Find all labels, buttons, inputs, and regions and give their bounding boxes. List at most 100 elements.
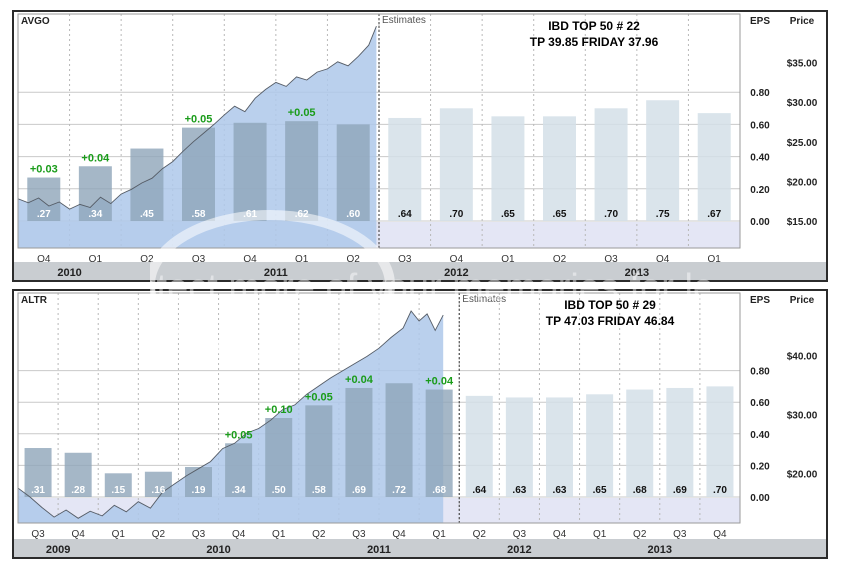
eps-value-label: .64 [472, 485, 486, 496]
price-tick-label: $35.00 [787, 59, 818, 70]
eps-axis-title: EPS [750, 295, 770, 306]
eps-bar [104, 473, 132, 497]
altr-chart-panel: .31 .28 .15 .16 .19 .34 .50 .58 .69 .72 .68 .64 .63.… [12, 289, 828, 559]
quarter-label: Q2 [633, 529, 647, 540]
quarter-label: Q4 [392, 529, 406, 540]
avgo-chart-panel: .27 .34 .45 .58 .61 .62 .60 .64 .70 .65 .65 .70 .75.… [12, 10, 828, 282]
quarter-label: Q2 [152, 529, 166, 540]
quarter-label: Q4 [71, 529, 85, 540]
eps-tick-label: 0.60 [750, 120, 770, 131]
eps-value-label: .70 [604, 209, 618, 220]
eps-bar [336, 124, 370, 221]
quarter-label: Q2 [473, 529, 487, 540]
price-tick-label: $20.00 [787, 469, 818, 480]
eps-tick-label: 0.80 [750, 367, 770, 378]
eps-bar [64, 452, 92, 497]
quarter-label: Q1 [432, 529, 446, 540]
quarter-label: Q2 [140, 254, 154, 265]
eps-bar [646, 100, 680, 221]
quarter-label: Q4 [656, 254, 670, 265]
eps-value-label: .63 [512, 485, 526, 496]
price-tick-label: $30.00 [787, 98, 818, 109]
quarter-label: Q3 [604, 254, 618, 265]
eps-bar [491, 116, 525, 221]
annotation-line-1: IBD TOP 50 # 22 [548, 19, 640, 33]
eps-bar [505, 397, 533, 497]
price-line [18, 26, 377, 210]
year-label: 2013 [625, 267, 649, 279]
eps-value-label: .75 [656, 209, 670, 220]
quarter-label: Q3 [352, 529, 366, 540]
quarter-label: Q4 [450, 254, 464, 265]
altr-chart: .31 .28 .15 .16 .19 .34 .50 .58 .69 .72 .68 .64 .63.… [14, 292, 826, 557]
eps-value-label: .69 [673, 485, 687, 496]
eps-value-label: .34 [232, 485, 246, 496]
eps-value-label: .34 [88, 209, 102, 220]
eps-bar [706, 386, 734, 497]
quarter-label: Q2 [553, 254, 567, 265]
quarter-label: Q1 [89, 254, 103, 265]
annotation-line-2: TP 39.85 FRIDAY 37.96 [530, 35, 659, 49]
eps-bar [130, 148, 164, 221]
eps-value-label: .60 [346, 209, 360, 220]
year-label: 2009 [46, 544, 70, 556]
eps-value-label: .58 [192, 209, 206, 220]
eps-value-label: .16 [151, 485, 165, 496]
quarter-label: Q2 [312, 529, 326, 540]
eps-tick-label: 0.60 [750, 398, 770, 409]
quarter-label: Q4 [553, 529, 567, 540]
eps-value-label: .72 [392, 485, 406, 496]
eps-bar [546, 397, 573, 497]
eps-value-label: .65 [593, 485, 607, 496]
eps-bar [586, 394, 614, 497]
eps-value-label: .67 [707, 209, 721, 220]
eps-value-label: .69 [352, 485, 366, 496]
eps-value-label: .63 [553, 485, 567, 496]
quarter-label: Q4 [37, 254, 51, 265]
eps-value-label: .58 [312, 485, 326, 496]
eps-value-label: .50 [272, 485, 286, 496]
eps-bar [78, 166, 112, 221]
eps-tick-label: 0.20 [750, 461, 770, 472]
eps-value-label: .15 [111, 485, 125, 496]
eps-bar [144, 471, 172, 497]
eps-value-label: .70 [449, 209, 463, 220]
eps-value-label: .68 [633, 485, 647, 496]
quarter-label: Q4 [232, 529, 246, 540]
ticker-label: AVGO [21, 16, 50, 27]
eps-surprise-label: +0.05 [225, 429, 253, 441]
eps-bar [594, 108, 628, 221]
eps-value-label: .65 [501, 209, 515, 220]
price-tick-label: $40.00 [787, 351, 818, 362]
quarter-label: Q3 [398, 254, 412, 265]
quarter-label: Q1 [708, 254, 722, 265]
eps-bar [388, 117, 422, 221]
quarter-label: Q1 [501, 254, 515, 265]
eps-bar [626, 389, 654, 497]
quarter-label: Q1 [593, 529, 607, 540]
eps-tick-label: 0.00 [750, 217, 770, 228]
eps-value-label: .64 [398, 209, 412, 220]
eps-tick-label: 0.40 [750, 430, 770, 441]
year-strip [14, 262, 826, 280]
eps-bar [24, 448, 52, 497]
eps-bar [465, 395, 493, 497]
quarter-label: Q3 [192, 529, 206, 540]
eps-value-label: .19 [192, 485, 206, 496]
annotation-line-1: IBD TOP 50 # 29 [564, 298, 656, 312]
eps-bar [385, 383, 413, 497]
eps-bar [27, 177, 61, 221]
price-tick-label: $15.00 [787, 217, 818, 228]
eps-bar [233, 122, 267, 221]
price-tick-label: $25.00 [787, 138, 818, 149]
eps-surprise-label: +0.05 [288, 107, 316, 119]
eps-value-label: .28 [71, 485, 85, 496]
quarter-label: Q3 [31, 529, 45, 540]
eps-value-label: .70 [713, 485, 727, 496]
eps-value-label: .31 [31, 485, 45, 496]
eps-bar [225, 443, 253, 497]
eps-surprise-label: +0.04 [425, 376, 454, 388]
eps-bar [697, 113, 731, 221]
quarter-label: Q1 [112, 529, 126, 540]
quarter-label: Q4 [713, 529, 727, 540]
